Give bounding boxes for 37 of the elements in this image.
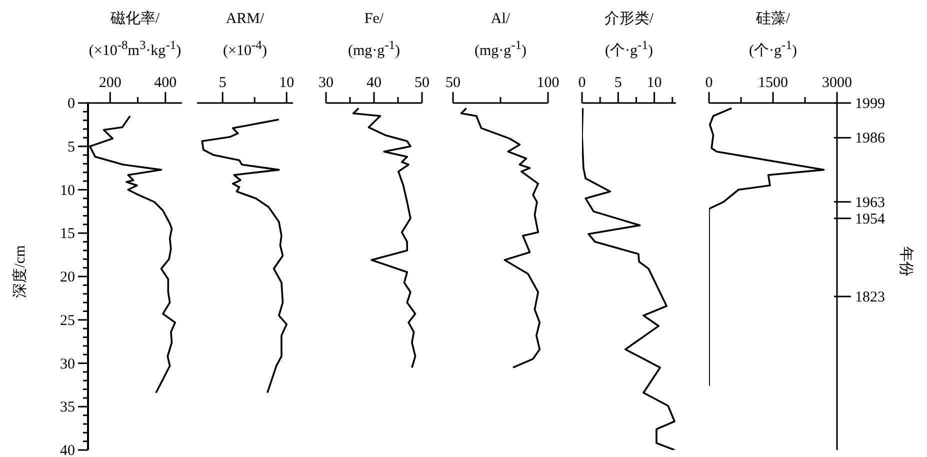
- x-axis-title: Fe/ (mg·g$^{-1}$): [346, 10, 402, 61]
- x-axis-title: 介形类/ (个·g$^{-1}$): [603, 10, 655, 61]
- x-axis-title: Al/ (mg·g$^{-1}$): [473, 10, 528, 61]
- y-tick-label: 30: [60, 356, 75, 372]
- y-tick-label: 0: [68, 96, 75, 112]
- y-tick-label: 25: [60, 312, 75, 329]
- x-tick-label: 0: [578, 75, 586, 91]
- y-tick-label: 5: [68, 139, 75, 156]
- text: 1999: [855, 96, 885, 112]
- x-tick-label: 100: [536, 75, 560, 91]
- y-axis-title: 深度/cm: [10, 244, 30, 300]
- x-tick-label: 10: [646, 75, 662, 91]
- x-tick-label: 50: [446, 75, 460, 91]
- x-axis-title: 磁化率/ (×10$^{-8}$m$^{3}$·kg$^{-1}$): [88, 11, 182, 59]
- text: 1986: [855, 130, 886, 147]
- y-tick-label: 40: [60, 443, 75, 457]
- y-tick-label: 15: [60, 226, 75, 242]
- x-tick-label: 400: [154, 75, 177, 91]
- text: 1823: [855, 289, 885, 306]
- x-tick-label: 5: [614, 75, 622, 91]
- y2-axis-title: 年份: [898, 246, 915, 276]
- x-tick-label: 40: [366, 75, 382, 91]
- y-tick-label: 35: [60, 400, 75, 416]
- x-tick-label: 200: [98, 75, 122, 91]
- x-tick-label: 5: [218, 75, 226, 91]
- text: 1954: [855, 211, 886, 228]
- y-tick-label: 10: [60, 182, 75, 199]
- y-tick-label: 20: [60, 270, 75, 286]
- text: 1963: [855, 194, 885, 211]
- x-axis-title: ARM/ (×10$^{-4}$): [223, 11, 267, 59]
- x-tick-label: 10: [279, 75, 294, 91]
- x-axis-title: 硅藻/ (个·g$^{-1}$): [748, 10, 798, 61]
- x-tick-label: 0: [705, 75, 713, 91]
- x-tick-label: 1500: [758, 75, 788, 91]
- x-tick-label: 3000: [822, 75, 852, 91]
- x-tick-label: 50: [414, 75, 430, 91]
- x-tick-label: 30: [318, 75, 334, 91]
